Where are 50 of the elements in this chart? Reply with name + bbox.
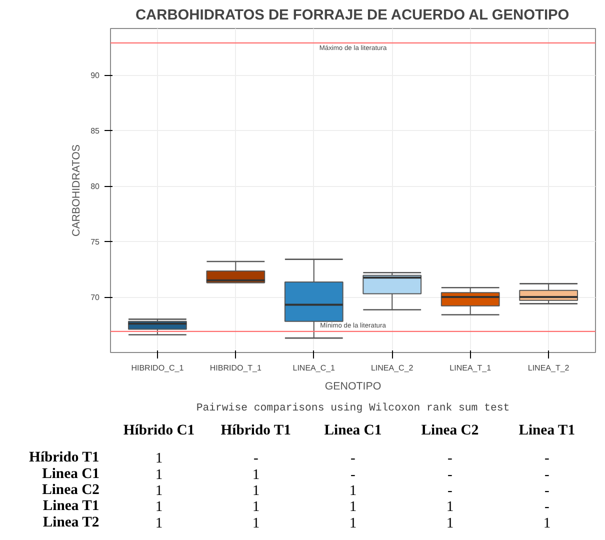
text: - [544, 483, 550, 499]
data-label: 1 [446, 515, 454, 532]
text: - [350, 450, 356, 467]
text: - [544, 499, 550, 516]
y-tick-label: Linea C2 [42, 482, 100, 498]
text: - [448, 450, 452, 467]
x-tick-label: HIBRIDO_T_1 [210, 364, 262, 372]
x-tick-label: LINEA_C_1 [292, 364, 336, 372]
data-label: 1 [155, 515, 163, 532]
y-axis-title: CARBOHIDRATOS [70, 144, 83, 236]
text: - [350, 466, 356, 483]
data-label: 1 [252, 466, 260, 483]
x-tick-label: Linea C2 [421, 422, 479, 438]
data-label: 1 [155, 450, 163, 467]
data-label: 1 [543, 515, 551, 532]
data-label: 1 [349, 483, 357, 499]
text: - [448, 466, 452, 483]
y-tick-label: Linea T2 [42, 514, 100, 530]
data-label: 1 [446, 499, 454, 516]
x-tick-label: Híbrido C1 [123, 422, 195, 438]
y-tick-label: 70 [90, 293, 100, 302]
data-label: 1 [349, 499, 357, 516]
x-tick-label: HIBRIDO_C_1 [131, 364, 184, 372]
y-tick-label: Linea T1 [42, 498, 100, 514]
y-tick-label: 80 [90, 182, 100, 192]
x-axis-title: GENOTIPO [324, 380, 382, 392]
data-label: 1 [252, 483, 260, 499]
data-label: 1 [252, 499, 260, 516]
chart-title: Pairwise comparisons using Wilcoxon rank sum test [196, 402, 510, 414]
y-tick-label: 85 [90, 126, 100, 136]
chart-title: CARBOHIDRATOS DE FORRAJE DE ACUERDO AL GENOTIPO [135, 8, 570, 24]
data-label: 1 [252, 515, 260, 532]
y-tick-label: Linea C1 [42, 466, 100, 482]
x-tick-label: LINEA_C_2 [370, 364, 414, 372]
text: - [448, 483, 452, 499]
data-label: 1 [349, 515, 357, 532]
data-label: 1 [155, 483, 163, 499]
y-tick-label: 75 [90, 238, 100, 247]
x-tick-label: Híbrido T1 [220, 422, 291, 438]
data-label: 1 [155, 466, 163, 483]
x-tick-label: Linea T1 [518, 422, 576, 438]
text: - [544, 466, 550, 483]
text: - [254, 450, 258, 467]
text: - [544, 450, 550, 467]
x-tick-label: LINEA_T_1 [450, 364, 492, 372]
x-tick-label: LINEA_T_2 [528, 364, 570, 372]
x-tick-label: Linea C1 [324, 422, 382, 438]
y-tick-label: Híbrido T1 [29, 450, 100, 466]
y-tick-label: 90 [90, 71, 100, 80]
data-label: 1 [155, 499, 163, 516]
